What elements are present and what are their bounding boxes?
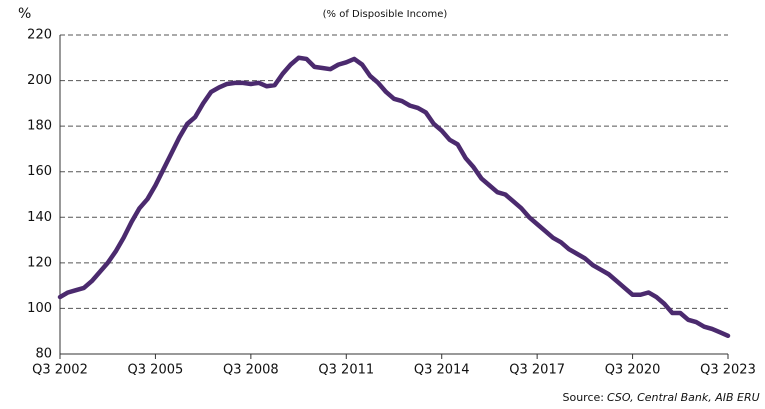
y-tick-label: 200 xyxy=(27,73,52,88)
y-unit: % xyxy=(18,6,31,22)
y-tick-label: 180 xyxy=(27,119,52,134)
x-tick-label: Q3 2020 xyxy=(605,363,661,378)
y-tick-label: 220 xyxy=(27,28,52,43)
x-tick-label: Q3 2011 xyxy=(318,363,374,378)
y-tick-label: 160 xyxy=(27,164,52,179)
source: CSO, Central Bank, AIB ERU xyxy=(607,391,760,404)
source-label: Source: xyxy=(563,391,605,404)
y-tick-label: 140 xyxy=(27,210,52,225)
y-tick-label: 120 xyxy=(27,255,52,270)
data-line xyxy=(57,55,731,339)
x-tick-label: Q3 2008 xyxy=(223,363,279,378)
y-tick-label: 100 xyxy=(27,301,52,316)
x-tick-label: Q3 2014 xyxy=(414,363,470,378)
y-tick-label: 80 xyxy=(35,347,52,362)
x-tick-label: Q3 2002 xyxy=(32,363,88,378)
x-tick-label: Q3 2023 xyxy=(700,363,756,378)
x-tick-label: Q3 2005 xyxy=(128,363,184,378)
chart-subtitle: (% of Disposible Income) xyxy=(323,9,448,20)
x-tick-label: Q3 2017 xyxy=(509,363,565,378)
